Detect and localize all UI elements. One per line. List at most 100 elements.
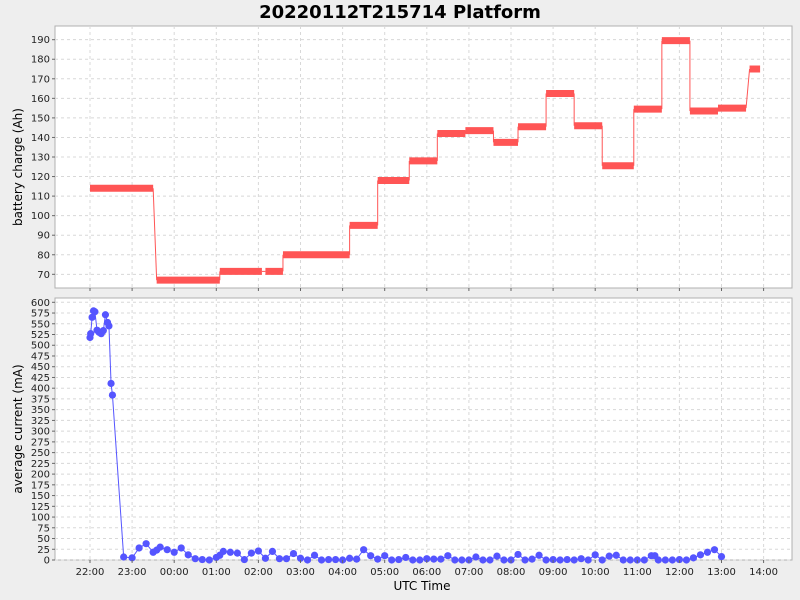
current-y-tick-label: 550 <box>31 319 50 330</box>
current-point <box>205 556 213 564</box>
current-point <box>87 330 95 338</box>
battery-y-tick-label: 100 <box>31 211 50 222</box>
current-point <box>605 552 613 560</box>
current-y-tick-label: 275 <box>31 437 50 448</box>
current-point <box>472 553 480 561</box>
current-point <box>661 556 669 564</box>
battery-y-axis-label: battery charge (Ah) <box>11 108 25 226</box>
current-point <box>156 543 164 551</box>
current-point <box>170 548 178 556</box>
x-tick-label: 13:00 <box>707 567 736 578</box>
current-point <box>479 556 487 564</box>
current-point <box>451 556 459 564</box>
current-point <box>388 556 396 564</box>
current-y-tick-label: 350 <box>31 405 50 416</box>
current-point <box>444 552 452 560</box>
current-point <box>430 555 438 563</box>
battery-y-tick-label: 190 <box>31 35 50 46</box>
current-point <box>107 379 115 388</box>
current-point <box>654 556 662 564</box>
current-point <box>226 548 234 556</box>
current-y-axis-label: average current (mA) <box>11 364 25 493</box>
battery-connector <box>745 68 751 109</box>
axis-layer: 22:00 23:00 00:00 01:00 02:00 03:00 04:00 05:00… <box>31 35 778 578</box>
x-tick-label: 04:00 <box>328 567 357 578</box>
x-tick-label: 14:00 <box>749 567 778 578</box>
current-y-tick-label: 475 <box>31 351 50 362</box>
current-point <box>120 553 128 561</box>
current-point <box>640 556 648 564</box>
current-point <box>710 546 719 554</box>
grid-layer <box>55 26 792 561</box>
current-point <box>717 552 726 561</box>
current-point <box>88 313 96 321</box>
current-y-tick-label: 250 <box>31 448 50 459</box>
current-point <box>577 555 585 563</box>
x-axis-label: UTC Time <box>394 579 451 593</box>
x-tick-label: 05:00 <box>370 567 399 578</box>
chart-title: 20220112T215714 Platform <box>259 2 541 23</box>
current-y-tick-label: 450 <box>31 362 50 373</box>
current-point <box>282 555 291 563</box>
x-tick-label: 03:00 <box>286 567 315 578</box>
current-point <box>142 540 150 548</box>
current-point <box>233 549 241 557</box>
current-point <box>528 555 536 563</box>
current-point <box>360 546 368 554</box>
battery-y-tick-label: 90 <box>37 231 50 242</box>
x-tick-label: 00:00 <box>160 567 189 578</box>
current-point <box>367 552 375 560</box>
x-tick-label: 11:00 <box>623 567 652 578</box>
current-y-tick-label: 575 <box>31 309 50 320</box>
current-point <box>570 556 578 564</box>
current-y-tick-label: 425 <box>31 373 50 384</box>
current-point <box>423 555 431 563</box>
battery-connector <box>152 188 158 281</box>
x-tick-label: 22:00 <box>76 567 105 578</box>
current-point <box>135 544 143 552</box>
current-y-tick-label: 150 <box>31 491 50 502</box>
x-tick-label: 09:00 <box>539 567 568 578</box>
current-point <box>184 551 192 559</box>
battery-y-tick-label: 170 <box>31 74 50 85</box>
current-y-tick-label: 525 <box>31 330 50 341</box>
current-point <box>696 551 705 559</box>
current-point <box>177 544 185 552</box>
current-point <box>584 556 592 564</box>
current-point <box>268 547 277 556</box>
current-y-tick-label: 75 <box>37 523 50 534</box>
battery-y-tick-label: 110 <box>31 192 50 203</box>
x-tick-label: 12:00 <box>665 567 694 578</box>
current-point <box>535 551 543 559</box>
x-tick-label: 01:00 <box>202 567 231 578</box>
current-y-tick-label: 125 <box>31 502 50 513</box>
current-point <box>275 555 284 563</box>
battery-y-tick-label: 150 <box>31 113 50 124</box>
current-point <box>514 550 522 559</box>
current-point <box>619 556 627 564</box>
current-point <box>317 556 326 564</box>
x-tick-label: 02:00 <box>244 567 273 578</box>
current-point <box>331 555 340 564</box>
current-point <box>703 548 712 556</box>
x-tick-label: 06:00 <box>412 567 441 578</box>
current-point <box>346 554 354 562</box>
current-point <box>296 554 305 562</box>
current-point <box>381 552 389 560</box>
battery-y-tick-label: 130 <box>31 153 50 164</box>
current-point <box>563 555 571 564</box>
current-point <box>542 556 550 564</box>
current-point <box>353 555 361 563</box>
current-point <box>612 551 620 559</box>
current-point <box>402 553 410 562</box>
current-point <box>675 555 684 564</box>
current-point <box>598 556 606 564</box>
current-point <box>101 311 110 319</box>
current-y-tick-label: 375 <box>31 394 50 405</box>
current-y-tick-label: 200 <box>31 470 50 481</box>
current-point <box>689 554 698 562</box>
current-point <box>556 556 564 564</box>
current-y-tick-label: 100 <box>31 513 50 524</box>
current-point <box>303 556 312 564</box>
